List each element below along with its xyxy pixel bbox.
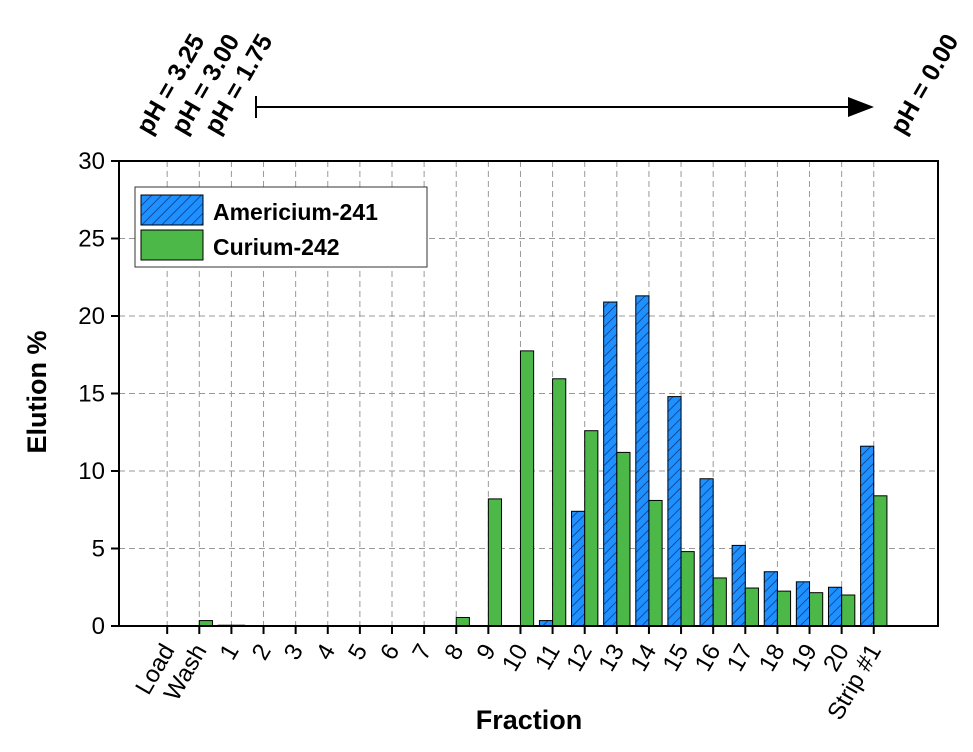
y-tick-label: 25 — [78, 226, 105, 253]
bar-americium — [731, 544, 746, 627]
y-tick-label: 0 — [92, 613, 105, 640]
x-tick-label: 4 — [311, 640, 341, 665]
bar-curium — [680, 551, 695, 627]
x-tick-label: 14 — [625, 640, 662, 677]
bar-americium — [571, 510, 586, 627]
x-tick-label: 11 — [530, 640, 566, 675]
x-tick-label: 13 — [593, 640, 630, 677]
x-tick-label: 6 — [375, 640, 405, 665]
ph-arrow-head — [848, 97, 874, 117]
bar-americium — [603, 301, 618, 627]
ph-label-end: pH = 0.00 — [885, 29, 964, 139]
x-tick-label: 19 — [786, 640, 823, 677]
bar-curium — [841, 594, 856, 627]
bar-americium — [635, 295, 650, 627]
legend-swatch-americium — [140, 194, 204, 226]
bar-curium — [648, 499, 663, 627]
x-tick-label: 10 — [497, 640, 534, 677]
bar-americium — [795, 581, 811, 627]
x-tick-label: 1 — [215, 640, 245, 665]
legend: Americium-241 Curium-242 — [134, 186, 428, 268]
bar-curium — [552, 378, 567, 627]
bar-americium — [763, 571, 778, 627]
y-tick-label: 30 — [78, 148, 105, 175]
x-tick-label: 5 — [343, 640, 373, 665]
y-axis: 0 5 10 15 20 25 30 — [78, 148, 119, 640]
legend-swatch-curium — [140, 229, 204, 261]
y-tick-label: 15 — [78, 381, 105, 408]
y-tick-label: 5 — [92, 536, 105, 563]
y-tick-label: 20 — [78, 303, 105, 330]
bar-americium — [699, 478, 714, 627]
bar-curium — [873, 495, 888, 627]
legend-label-americium: Americium-241 — [213, 199, 378, 225]
bar-curium — [519, 350, 535, 627]
x-tick-label: 7 — [407, 640, 437, 665]
bar-americium — [827, 586, 843, 627]
bar-americium — [860, 445, 875, 627]
x-tick-label: 15 — [658, 640, 695, 677]
x-tick-label: 17 — [722, 640, 759, 677]
bar-curium — [809, 592, 824, 627]
legend-label-curium: Curium-242 — [213, 234, 340, 260]
x-tick-label: 3 — [279, 640, 309, 665]
x-tick-label: 8 — [439, 640, 469, 665]
bars — [198, 295, 888, 627]
x-tick-label: 16 — [690, 640, 727, 677]
bar-curium — [616, 451, 631, 627]
bar-curium — [584, 430, 599, 627]
bar-curium — [455, 616, 470, 627]
x-tick-label: 18 — [754, 640, 791, 677]
bar-americium — [667, 396, 682, 627]
bar-curium — [487, 498, 503, 627]
y-tick-label: 10 — [78, 458, 105, 485]
bar-curium — [776, 590, 792, 627]
x-axis-label: Fraction — [476, 705, 583, 735]
ph-annotations: pH = 3.25 pH = 3.00 pH = 1.75 pH = 0.00 — [131, 29, 964, 139]
bar-curium — [744, 587, 759, 627]
bar-curium — [712, 577, 727, 627]
y-axis-label: Elution % — [22, 331, 52, 454]
x-tick-label: 2 — [247, 640, 277, 665]
x-tick-label: 12 — [561, 640, 598, 677]
